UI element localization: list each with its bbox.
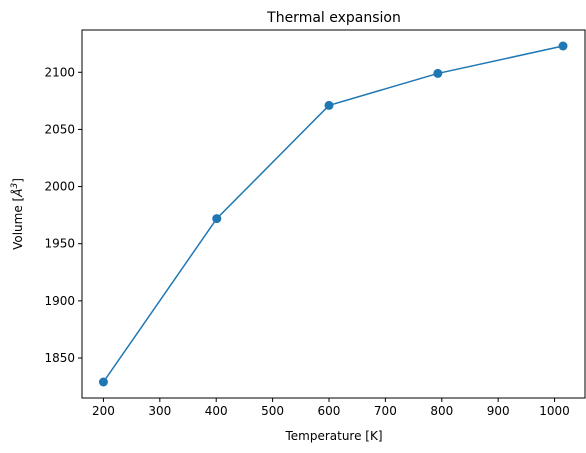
x-tick-label: 500 — [261, 404, 284, 418]
x-tick-label: 600 — [318, 404, 341, 418]
data-point — [433, 68, 443, 78]
x-axis-ticks: 200 300 400 500 600 700 800 900 1000 — [92, 398, 570, 418]
x-axis-label: Temperature [K] — [284, 429, 382, 443]
y-tick-label: 2000 — [44, 180, 75, 194]
x-tick-label: 700 — [374, 404, 397, 418]
series-line — [102, 45, 564, 383]
x-tick-label: 200 — [92, 404, 115, 418]
data-point — [558, 41, 568, 51]
y-axis-label-main: Volume [ — [11, 197, 25, 250]
y-tick-label: 1900 — [44, 294, 75, 308]
data-point — [98, 377, 108, 387]
x-tick-label: 300 — [148, 404, 171, 418]
y-axis-label-unit: Å — [10, 189, 25, 198]
y-tick-label: 2050 — [44, 122, 75, 136]
series-layer — [98, 41, 568, 387]
y-axis-ticks: 1850 1900 1950 2000 2050 2100 — [44, 65, 82, 365]
plot-frame — [81, 29, 586, 399]
data-point — [324, 100, 334, 110]
y-axis-label-end: ] — [11, 178, 25, 183]
chart-title: Thermal expansion — [266, 10, 401, 26]
x-tick-label: 800 — [430, 404, 453, 418]
plot-area — [82, 8, 585, 398]
y-tick-label: 1950 — [44, 237, 75, 251]
y-tick-label: 1850 — [44, 351, 75, 365]
y-axis-label: Volume [Å3] — [10, 178, 25, 250]
y-axis-label-sup: 3 — [10, 183, 20, 189]
x-tick-label: 900 — [487, 404, 510, 418]
data-point — [212, 214, 222, 224]
y-tick-label: 2100 — [44, 65, 75, 79]
x-tick-label: 400 — [205, 404, 228, 418]
x-tick-label: 1000 — [539, 404, 570, 418]
